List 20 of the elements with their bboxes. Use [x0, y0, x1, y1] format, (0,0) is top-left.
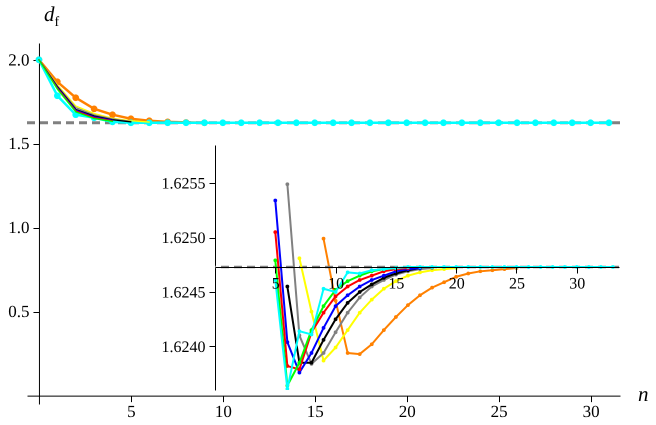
x-tick-label: 5	[272, 275, 280, 292]
x-tick-label: 5	[127, 402, 136, 422]
x-tick-label: 20	[448, 275, 465, 292]
x-tick-label: 10	[214, 402, 232, 422]
x-tick-label: 30	[569, 275, 586, 292]
y-tick-label: 0.5	[8, 302, 30, 322]
y-tick-label: 1.5	[8, 134, 30, 154]
y-axis-title: d$_{f}$	[44, 2, 60, 32]
x-tick-label: 15	[306, 402, 324, 422]
x-tick-label: 25	[490, 402, 508, 422]
y-tick-label: 1.6250	[162, 230, 206, 248]
x-tick-label: 20	[398, 402, 416, 422]
y-tick-label: 1.6245	[162, 284, 206, 302]
y-tick-label: 1.6240	[162, 338, 206, 356]
x-tick-label: 25	[508, 275, 525, 292]
y-tick-label: 1.0	[8, 218, 30, 238]
x-axis-title: n	[638, 382, 648, 407]
x-tick-label: 30	[582, 402, 600, 422]
y-tick-label: 1.6255	[162, 176, 206, 193]
y-tick-label: 2.0	[8, 50, 30, 70]
